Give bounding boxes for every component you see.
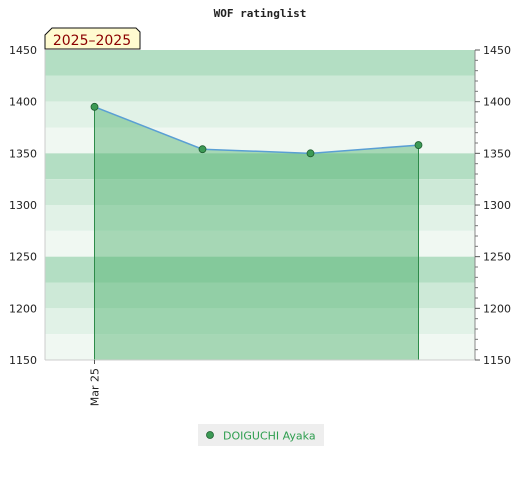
background-band	[45, 179, 475, 205]
data-point[interactable]	[90, 102, 99, 111]
y-tick-label-right: 1200	[483, 302, 511, 315]
data-point[interactable]	[306, 149, 315, 158]
plot-background	[45, 50, 475, 360]
y-tick-label-left: 1150	[9, 354, 37, 367]
y-tick-label-right: 1150	[483, 354, 511, 367]
y-tick-label-right: 1350	[483, 147, 511, 160]
legend[interactable]: DOIGUCHI Ayaka	[198, 424, 324, 446]
background-band	[45, 256, 475, 283]
background-band	[45, 334, 475, 360]
background-band	[45, 230, 475, 257]
legend-box	[198, 424, 324, 446]
data-point[interactable]	[414, 141, 423, 149]
data-point[interactable]	[198, 145, 207, 154]
year-range-badge: 2025–2025	[44, 27, 141, 50]
x-tick-label: Mar 25	[89, 368, 102, 406]
series-line	[94, 106, 419, 155]
area-layer	[94, 106, 419, 360]
y-tick-label-left: 1450	[9, 44, 37, 57]
background-band	[45, 308, 475, 335]
y-tick-label-right: 1400	[483, 96, 511, 109]
background-band	[45, 282, 475, 309]
y-tick-label-right: 1450	[483, 44, 511, 57]
y-tick-label-right: 1250	[483, 251, 511, 264]
chart-title: WOF ratinglist	[214, 7, 307, 20]
y-tick-label-left: 1200	[9, 302, 37, 315]
y-tick-label-left: 1350	[9, 147, 37, 160]
line-layer	[94, 106, 419, 155]
background-band	[45, 205, 475, 231]
background-band	[45, 101, 475, 128]
y-tick-label-left: 1300	[9, 199, 37, 212]
y-tick-label-left: 1250	[9, 251, 37, 264]
badge-text: 2025–2025	[53, 33, 131, 49]
background-band	[45, 153, 475, 180]
markers	[90, 102, 423, 158]
background-band	[45, 75, 475, 102]
legend-label: DOIGUCHI Ayaka	[223, 430, 316, 443]
background-band	[45, 50, 475, 76]
y-tick-label-left: 1400	[9, 96, 37, 109]
badge-shape	[44, 27, 141, 50]
axes: 1150 1150 1200 1200 1250 1250 1300 1300 1350 1350…	[9, 44, 511, 406]
legend-marker	[206, 431, 214, 439]
background-band	[45, 127, 475, 154]
y-tick-label-right: 1300	[483, 199, 511, 212]
series-area	[94, 106, 419, 360]
